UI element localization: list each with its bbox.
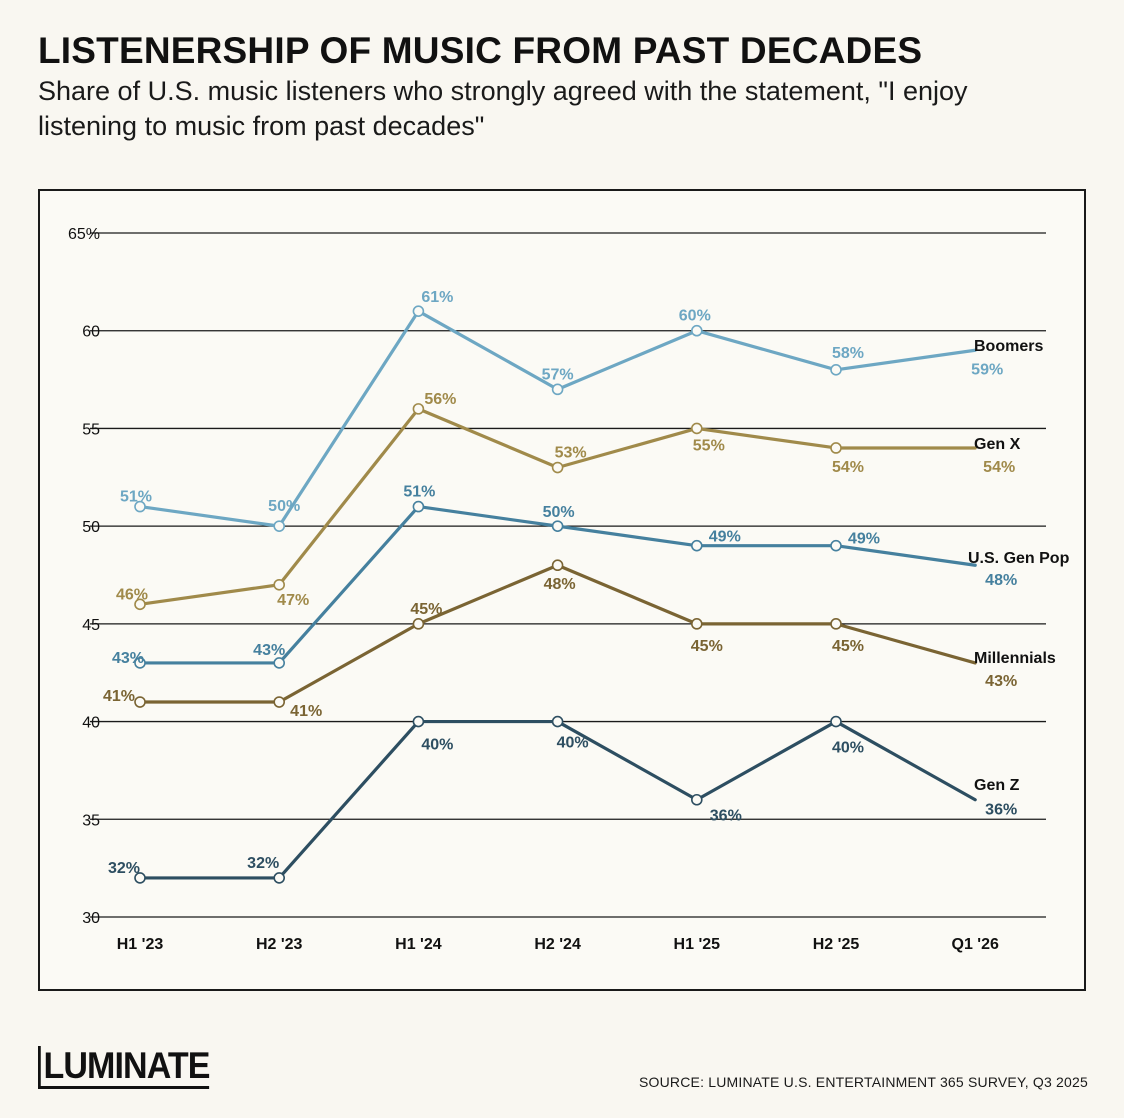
data-label: 51% xyxy=(403,484,435,501)
data-point-marker xyxy=(412,305,425,317)
data-label: 55% xyxy=(693,437,725,454)
data-point-marker xyxy=(412,500,425,513)
data-label: 48% xyxy=(544,576,576,593)
data-label: 53% xyxy=(555,445,587,462)
data-point-marker xyxy=(412,715,425,728)
y-tick-label: 30 xyxy=(82,910,100,927)
data-label: 50% xyxy=(268,498,300,515)
series-line-boomers xyxy=(138,309,977,528)
data-label: 32% xyxy=(108,860,140,877)
data-point-marker xyxy=(690,422,703,435)
data-point-marker xyxy=(134,696,146,708)
x-tick-label: H2 '25 xyxy=(813,936,860,953)
data-point-marker xyxy=(134,657,146,669)
data-point-marker xyxy=(551,383,564,396)
series-name-label: Millennials xyxy=(974,650,1056,667)
data-label: 43% xyxy=(112,650,144,667)
data-point-marker xyxy=(830,364,842,376)
series-name-label: Gen X xyxy=(974,436,1021,453)
chart-frame: 30 35 40 45 50 55 60 65% H1 '23 H2 '23 H1 '24 H2 '2… xyxy=(38,189,1086,991)
data-point-marker xyxy=(830,618,842,630)
data-label: 40% xyxy=(832,740,864,757)
y-tick-label: 55 xyxy=(82,421,100,438)
source-note: SOURCE: LUMINATE U.S. ENTERTAINMENT 365 … xyxy=(638,1074,1088,1090)
data-point-marker xyxy=(134,500,146,513)
data-point-marker xyxy=(412,403,425,415)
data-point-marker xyxy=(273,657,285,669)
data-label: 49% xyxy=(848,531,880,548)
data-label: 40% xyxy=(421,737,453,754)
y-tick-label: 60 xyxy=(82,324,100,341)
x-tick-label: Q1 '26 xyxy=(952,936,999,953)
data-point-marker xyxy=(273,520,285,532)
x-tick-label: H2 '23 xyxy=(256,936,303,953)
data-point-marker xyxy=(551,559,564,572)
series-name-label: Gen Z xyxy=(974,777,1020,794)
data-label: 51% xyxy=(120,489,152,506)
data-label: 41% xyxy=(103,688,135,705)
data-label: 32% xyxy=(247,855,279,872)
series-name-label: U.S. Gen Pop xyxy=(968,550,1070,567)
data-label: 43% xyxy=(985,673,1017,690)
data-label: 45% xyxy=(410,601,442,618)
series-name-label: Boomers xyxy=(974,338,1043,355)
luminate-logo: LUMINATE xyxy=(38,1046,210,1089)
data-label: 48% xyxy=(985,572,1017,589)
data-point-marker xyxy=(551,461,564,474)
data-point-marker xyxy=(273,696,285,708)
data-label: 41% xyxy=(290,703,322,720)
x-tick-label: H1 '25 xyxy=(674,936,721,953)
x-tick-label: H1 '24 xyxy=(395,936,442,953)
y-tick-label: 50 xyxy=(82,519,100,536)
data-label: 57% xyxy=(542,366,574,383)
data-point-marker xyxy=(690,618,703,630)
data-label: 50% xyxy=(543,504,575,521)
data-point-marker xyxy=(830,442,842,454)
line-chart: 30 35 40 45 50 55 60 65% H1 '23 H2 '23 H1 '24 H2 '2… xyxy=(68,226,1070,953)
y-tick-label: 45 xyxy=(82,617,100,634)
data-label: 40% xyxy=(557,735,589,752)
data-label: 59% xyxy=(971,361,1003,378)
data-point-marker xyxy=(134,872,146,884)
data-label: 56% xyxy=(424,391,456,408)
data-label: 58% xyxy=(832,345,864,362)
chart-title: LISTENERSHIP OF MUSIC FROM PAST DECADES xyxy=(38,30,923,71)
y-tick-label: 35 xyxy=(82,812,100,829)
y-tick-label: 65% xyxy=(68,226,100,243)
chart-subtitle: Share of U.S. music listeners who strong… xyxy=(38,76,968,141)
data-label: 36% xyxy=(985,802,1017,819)
data-point-marker xyxy=(690,539,703,552)
data-label: 49% xyxy=(709,529,741,546)
data-point-marker xyxy=(690,793,703,806)
data-label: 54% xyxy=(983,459,1015,476)
data-point-marker xyxy=(273,872,285,884)
data-point-marker xyxy=(690,324,703,337)
x-tick-label: H2 '24 xyxy=(534,936,581,953)
data-point-marker xyxy=(551,520,564,532)
data-label: 45% xyxy=(832,638,864,655)
data-label: 54% xyxy=(832,459,864,476)
data-point-marker xyxy=(830,539,842,552)
data-point-marker xyxy=(412,618,425,630)
data-label: 43% xyxy=(253,642,285,659)
data-point-marker xyxy=(830,715,842,728)
data-label: 46% xyxy=(116,586,148,603)
data-point-marker xyxy=(134,598,146,611)
data-point-marker xyxy=(551,715,564,728)
x-tick-label: H1 '23 xyxy=(117,936,164,953)
data-label: 60% xyxy=(679,308,711,325)
data-label: 61% xyxy=(421,289,453,306)
y-tick-label: 40 xyxy=(82,715,100,732)
data-point-marker xyxy=(273,578,285,591)
data-label: 47% xyxy=(277,592,309,609)
data-label: 45% xyxy=(691,638,723,655)
data-label: 36% xyxy=(710,808,742,825)
